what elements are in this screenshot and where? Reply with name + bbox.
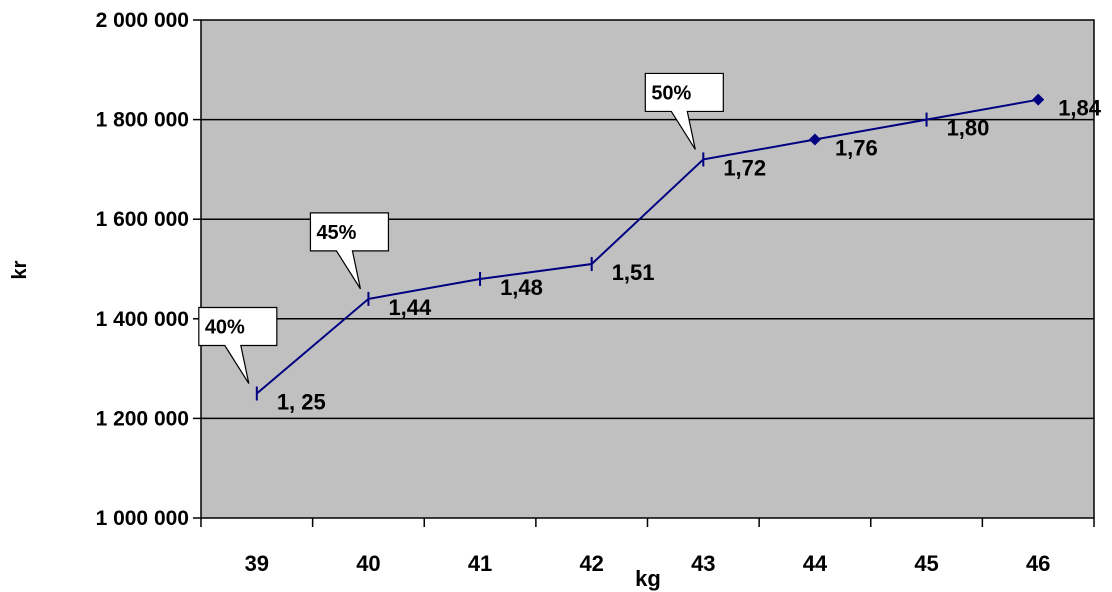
data-label: 1,72 (723, 155, 766, 180)
series: 1, 25 1,44 1,48 1,51 1,72 1,76 1,80 1,84 (255, 93, 1102, 415)
x-tick-label: 42 (579, 551, 603, 576)
data-label: 1, 25 (277, 390, 326, 415)
callout: 50% (644, 72, 724, 150)
y-tick-label: 2 000 000 (96, 9, 189, 32)
x-axis: 39 40 41 42 43 44 45 46 (200, 518, 1095, 576)
callout-bubble (309, 212, 390, 290)
x-tick-label: 43 (691, 551, 715, 576)
y-tick-label: 1 600 000 (96, 208, 189, 231)
x-tick-label: 44 (803, 551, 828, 576)
data-label: 1,84 (1058, 96, 1102, 121)
data-label: 1,80 (947, 116, 990, 141)
y-axis: 1 000 000 1 200 000 1 400 000 1 600 000 1 80… (96, 9, 201, 530)
data-label: 1,76 (835, 136, 878, 161)
callout-bubble (644, 72, 724, 150)
callout-text: 45% (316, 222, 356, 244)
callout-text: 50% (651, 82, 691, 104)
callout: 45% (309, 212, 390, 290)
x-tick-label: 41 (468, 551, 492, 576)
data-label: 1,44 (388, 295, 432, 320)
x-tick-label: 45 (914, 551, 938, 576)
y-tick-label: 1 400 000 (96, 308, 189, 331)
x-axis-title: kg (635, 566, 661, 591)
data-point-marker (808, 133, 821, 146)
y-tick-label: 1 200 000 (96, 407, 189, 430)
series-line (256, 98, 1039, 395)
data-label: 1,51 (612, 260, 655, 285)
callout: 40% (198, 306, 278, 384)
data-label: 1,48 (500, 275, 543, 300)
x-tick-label: 46 (1026, 551, 1050, 576)
x-tick-label: 39 (245, 551, 269, 576)
callouts: 40% 45% 50% (198, 72, 724, 384)
callout-bubble (198, 306, 278, 384)
y-tick-label: 1 000 000 (96, 507, 189, 530)
x-tick-label: 40 (356, 551, 380, 576)
data-point-marker (1032, 93, 1045, 106)
y-axis-title: kr (9, 260, 31, 279)
callout-text: 40% (205, 317, 245, 339)
y-tick-label: 1 800 000 (96, 109, 189, 132)
